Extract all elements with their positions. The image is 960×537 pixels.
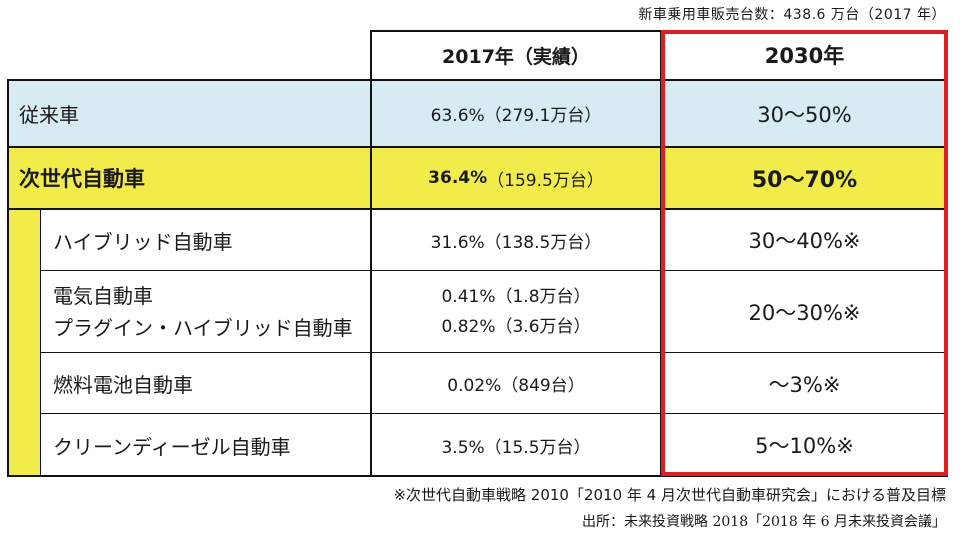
row-ev-phev-2030: 20〜30%※: [748, 301, 861, 325]
row-phev-2017: 0.82%（3.6万台）: [441, 317, 591, 337]
grid-line: [7, 79, 948, 81]
row-nextgen-bg: [7, 147, 948, 209]
row-nextgen-2017-units: （159.5万台）: [487, 170, 604, 191]
grid-line: [946, 30, 948, 476]
source-note: 出所：未来投資戦略 2018「2018 年 6 月未来投資会議」: [582, 514, 946, 530]
grid-line: [7, 146, 948, 148]
grid-line: [41, 270, 948, 271]
row-diesel-2017: 3.5%（15.5万台）: [441, 437, 591, 458]
row-ev-2017: 0.41%（1.8万台）: [441, 287, 591, 307]
row-fcv-2017: 0.02%（849台）: [447, 376, 585, 396]
nextgen-sidebar: [7, 209, 41, 476]
row-ev-label: 電気自動車: [53, 284, 153, 308]
grid-line: [41, 413, 948, 414]
row-hybrid-2030: 30〜40%※: [748, 229, 861, 253]
grid-line: [7, 79, 9, 477]
grid-line: [41, 352, 948, 353]
grid-line: [7, 475, 948, 477]
row-ev-phev-2017: 0.41%（1.8万台） 0.82%（3.6万台）: [371, 271, 661, 353]
row-fcv-label: 燃料電池自動車: [53, 373, 193, 397]
grid-line: [371, 30, 948, 32]
row-nextgen-2017-pct: 36.4%: [428, 168, 488, 188]
row-conventional-label: 従来車: [19, 103, 79, 127]
row-diesel-label: クリーンディーゼル自動車: [53, 434, 291, 459]
row-nextgen-label: 次世代自動車: [19, 167, 145, 191]
grid-line: [370, 30, 372, 476]
row-diesel-2030: 5〜10%※: [755, 434, 854, 458]
grid-line: [40, 209, 41, 476]
row-nextgen-2017: 36.4% （159.5万台）: [371, 147, 661, 209]
sales-total-note: 新車乗用車販売台数：438.6 万台（2017 年）: [638, 7, 946, 23]
header-2030: 2030年: [764, 44, 845, 68]
row-hybrid-2017: 31.6%（138.5万台）: [430, 232, 602, 253]
header-2017: 2017年（実績）: [442, 45, 590, 68]
grid-line: [660, 30, 662, 476]
row-fcv-2030: 〜3%※: [768, 372, 841, 397]
row-conventional-2017: 63.6%（279.1万台）: [430, 106, 602, 126]
row-conventional-bg: [7, 80, 948, 147]
footnote: ※次世代自動車戦略 2010「2010 年 4 月次世代自動車研究会」における普…: [393, 486, 946, 504]
row-nextgen-2030: 50〜70%: [751, 168, 858, 193]
row-conventional-2030: 30〜50%: [757, 102, 852, 127]
row-hybrid-label: ハイブリッド自動車: [53, 229, 233, 254]
grid-line: [7, 208, 948, 210]
row-ev-phev-label: 電気自動車 プラグイン・ハイブリッド自動車: [41, 271, 371, 353]
row-phev-label: プラグイン・ハイブリッド自動車: [53, 316, 353, 340]
